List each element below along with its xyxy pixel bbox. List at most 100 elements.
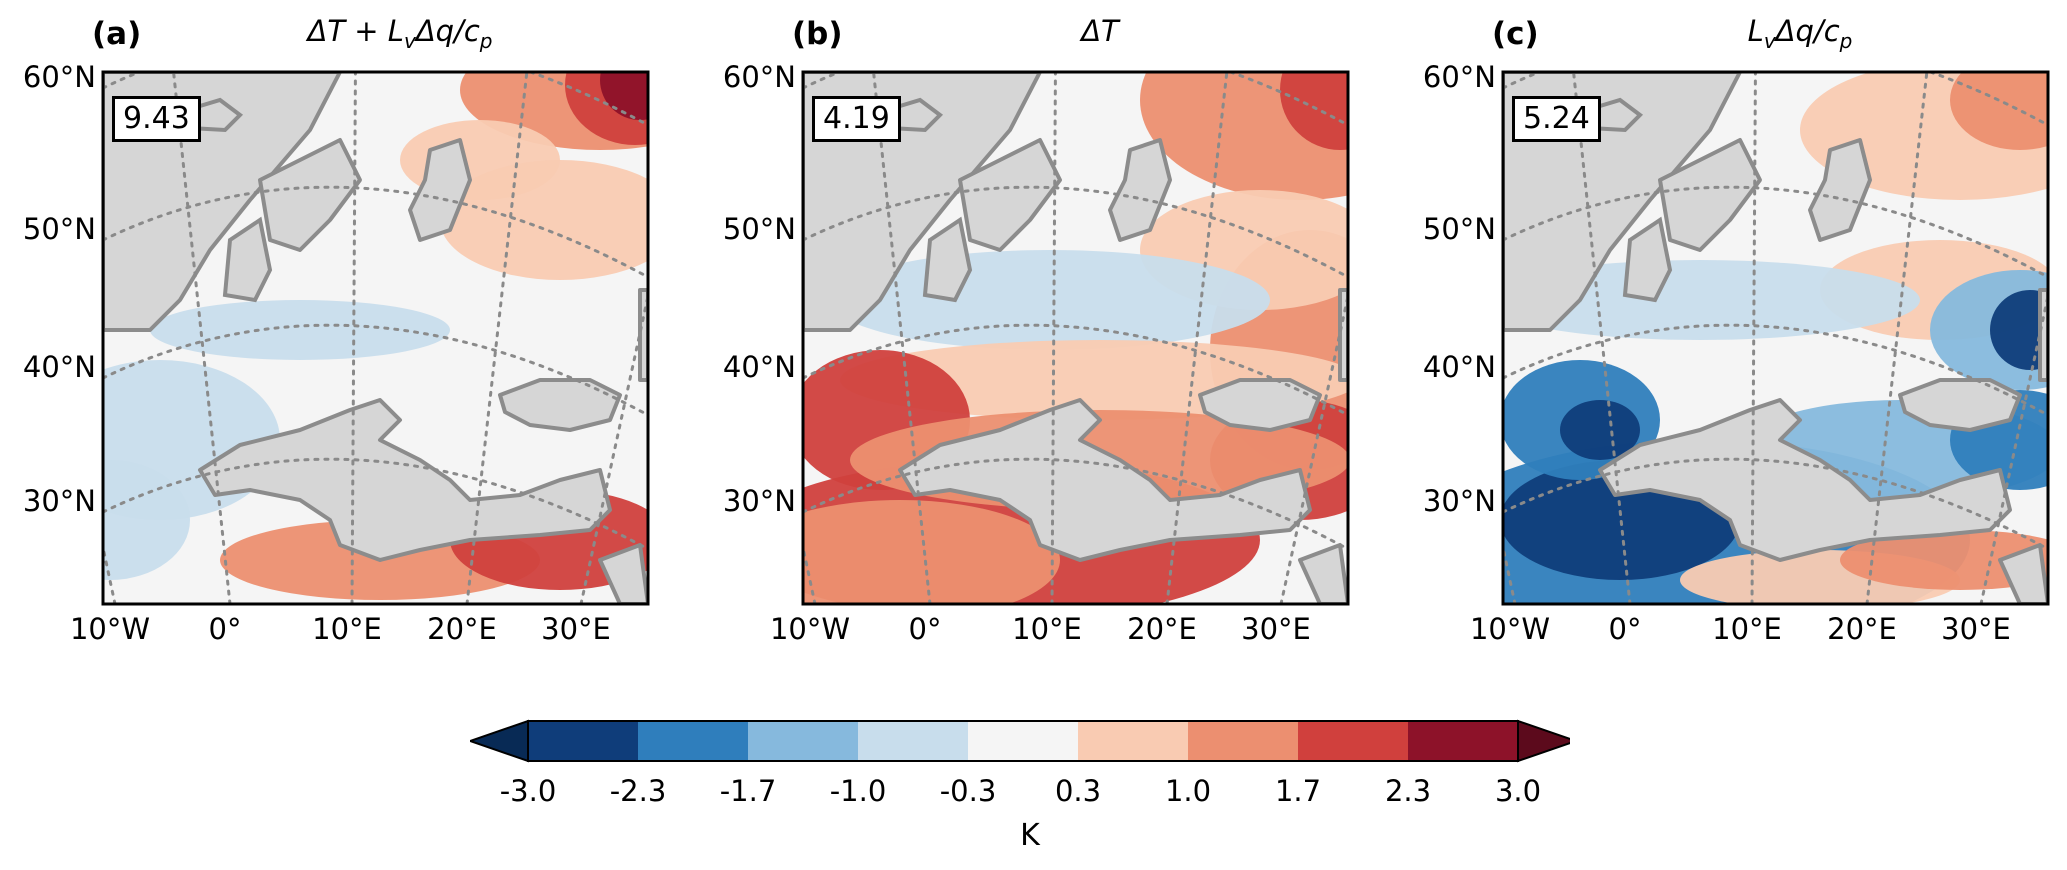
longitude-gridline bbox=[579, 289, 648, 604]
panel-tag: (a) bbox=[92, 16, 142, 52]
sea-mask bbox=[1898, 378, 2022, 432]
colorbar-tick-label: -2.3 bbox=[609, 774, 667, 808]
longitude-label: 20°E bbox=[1827, 612, 1897, 646]
latitude-label: 40°N bbox=[1422, 350, 1496, 384]
colorbar-segment bbox=[528, 721, 638, 761]
longitude-gridline bbox=[1865, 72, 1929, 604]
sea-mask bbox=[1598, 398, 2012, 562]
sea-mask bbox=[408, 138, 472, 242]
latitude-label: 50°N bbox=[1422, 212, 1496, 246]
map-canvas bbox=[801, 70, 1350, 606]
latitude-gridline bbox=[103, 185, 648, 279]
latitude-gridline bbox=[103, 457, 648, 551]
longitude-gridline bbox=[1750, 72, 1757, 604]
sea-mask bbox=[1658, 138, 1762, 252]
colorbar-unit: K bbox=[1020, 818, 1040, 853]
map-panel-c: (c) LvΔq/cp 5.24 60°N 50°N 40°N 30°N 10°W 0° 10°E… bbox=[1400, 0, 2050, 660]
longitude-label: 0° bbox=[208, 612, 242, 646]
colorbar-segment bbox=[968, 721, 1078, 761]
longitude-gridline bbox=[1279, 289, 1348, 604]
colorbar-segment bbox=[1408, 721, 1518, 761]
sea-mask bbox=[258, 138, 362, 252]
anomaly-contour-region bbox=[1950, 72, 2048, 150]
latitude-label: 30°N bbox=[22, 484, 96, 518]
longitude-gridline bbox=[1503, 540, 1517, 604]
colorbar bbox=[470, 719, 1570, 763]
latitude-label: 60°N bbox=[1422, 60, 1496, 94]
title-subscript: p bbox=[1839, 28, 1853, 53]
longitude-gridline bbox=[803, 540, 817, 604]
latitude-label: 40°N bbox=[22, 350, 96, 384]
sea-mask bbox=[1998, 543, 2048, 604]
colorbar-tick-label: -1.7 bbox=[719, 774, 777, 808]
longitude-gridline bbox=[1050, 72, 1057, 604]
latitude-gridline bbox=[103, 323, 648, 417]
colorbar-tick-label: 2.3 bbox=[1384, 774, 1432, 808]
colorbar-segment bbox=[1298, 721, 1408, 761]
panel-tag: (b) bbox=[792, 16, 843, 52]
longitude-gridline bbox=[872, 72, 932, 604]
longitude-label: 30°E bbox=[1241, 612, 1311, 646]
latitude-gridline bbox=[803, 323, 1348, 417]
mean-value-box: 9.43 bbox=[112, 96, 201, 142]
longitude-label: 10°W bbox=[1469, 612, 1551, 646]
latitude-label: 30°N bbox=[722, 484, 796, 518]
colorbar-tick-label: -0.3 bbox=[939, 774, 997, 808]
panel-title: ΔT + LvΔq/cp bbox=[150, 14, 650, 53]
title-text: ΔT bbox=[1081, 14, 1119, 48]
colorbar-tick-label: 1.7 bbox=[1274, 774, 1322, 808]
longitude-label: 20°E bbox=[1127, 612, 1197, 646]
title-text: Δq/c bbox=[1775, 14, 1840, 48]
title-text: L bbox=[1747, 14, 1764, 48]
latitude-label: 50°N bbox=[722, 212, 796, 246]
longitude-gridline bbox=[103, 540, 117, 604]
sea-mask bbox=[958, 138, 1062, 252]
longitude-gridline bbox=[172, 72, 232, 604]
sea-mask bbox=[898, 398, 1312, 562]
anomaly-contour-region bbox=[803, 500, 1060, 604]
colorbar-tick-label: -3.0 bbox=[499, 774, 557, 808]
mean-value-box: 5.24 bbox=[1512, 96, 1601, 142]
latitude-gridline bbox=[803, 185, 1348, 279]
panel-title: ΔT bbox=[850, 14, 1350, 48]
british-isles-outline bbox=[922, 216, 973, 303]
longitude-label: 20°E bbox=[427, 612, 497, 646]
title-text: ΔT + L bbox=[307, 14, 404, 48]
map-frame bbox=[101, 70, 650, 606]
anomaly-contour-region bbox=[1280, 72, 1348, 150]
longitude-label: 10°W bbox=[69, 612, 151, 646]
panel-tag: (c) bbox=[1492, 16, 1539, 52]
anomaly-contour-region bbox=[600, 72, 648, 120]
map-frame bbox=[801, 70, 1350, 606]
title-text: Δq/c bbox=[415, 14, 480, 48]
panel-title: LvΔq/cp bbox=[1550, 14, 2050, 53]
anomaly-contour-region bbox=[150, 300, 450, 360]
anomaly-contour-region bbox=[440, 160, 648, 280]
anomaly-contour-region bbox=[1840, 530, 2048, 590]
longitude-gridline bbox=[465, 72, 529, 604]
colorbar-tick-label: 1.0 bbox=[1164, 774, 1212, 808]
latitude-label: 30°N bbox=[1422, 484, 1496, 518]
anomaly-contour-region bbox=[1990, 290, 2048, 370]
latitude-gridline bbox=[1503, 457, 2048, 551]
sea-mask bbox=[198, 398, 612, 562]
colorbar-segment bbox=[1078, 721, 1188, 761]
longitude-label: 10°W bbox=[769, 612, 851, 646]
latitude-gridline bbox=[1503, 185, 2048, 279]
colorbar-under-triangle bbox=[470, 719, 529, 763]
sea-mask bbox=[2038, 288, 2048, 382]
longitude-gridline bbox=[1165, 72, 1229, 604]
title-subscript: v bbox=[403, 28, 416, 53]
map-panel-a: (a) ΔT + LvΔq/cp 9.43 60°N 50°N 40°N 30°N 10°W 0… bbox=[0, 0, 650, 660]
sea-mask bbox=[1298, 543, 1348, 604]
latitude-label: 50°N bbox=[22, 212, 96, 246]
colorbar-segment bbox=[1188, 721, 1298, 761]
map-canvas bbox=[1501, 70, 2050, 606]
colorbar-segment bbox=[748, 721, 858, 761]
colorbar-tick-label: 3.0 bbox=[1494, 774, 1542, 808]
colorbar-frame bbox=[527, 720, 1519, 762]
latitude-label: 60°N bbox=[722, 60, 796, 94]
sea-mask bbox=[1108, 138, 1172, 242]
longitude-label: 10°E bbox=[312, 612, 382, 646]
longitude-gridline bbox=[1979, 289, 2048, 604]
